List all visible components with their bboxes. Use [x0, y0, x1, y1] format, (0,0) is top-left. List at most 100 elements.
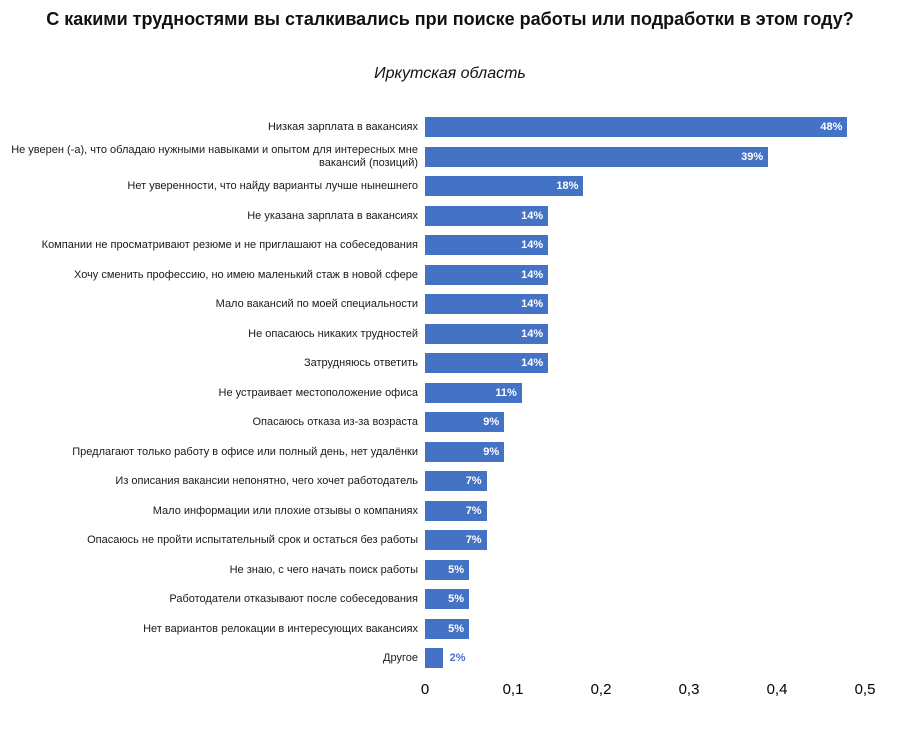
x-axis-tick-label: 0,4 — [766, 681, 788, 698]
value-label: 7% — [465, 504, 482, 517]
value-label: 18% — [556, 180, 579, 193]
value-label: 9% — [483, 416, 500, 429]
chart-row: Не устраивает местоположение офиса 11% — [0, 378, 900, 408]
chart-row: Предлагают только работу в офисе или пол… — [0, 437, 900, 467]
chart-row: Из описания вакансии непонятно, чего хоч… — [0, 467, 900, 497]
value-label: 14% — [521, 239, 544, 252]
bar-track: 9% — [425, 412, 865, 433]
bar — [425, 648, 443, 669]
bar: 7% — [425, 530, 487, 551]
value-label: 14% — [521, 327, 544, 340]
category-label: Нет вариантов релокации в интересующих в… — [143, 622, 418, 635]
category-label: Затрудняюсь ответить — [303, 357, 418, 369]
chart-row: Опасаюсь не пройти испытательный срок и … — [0, 526, 900, 556]
bar-track: 39% — [425, 146, 865, 167]
value-label: 7% — [465, 534, 482, 547]
bar: 5% — [425, 618, 469, 639]
category-label: Не знаю, с чего начать поиск работы — [229, 563, 418, 576]
bar-track: 11% — [425, 382, 865, 403]
bar-track: 18% — [425, 176, 865, 197]
bar-track: 7% — [425, 471, 865, 492]
bar-track: 48% — [425, 117, 865, 138]
bar-track: 14% — [425, 294, 865, 315]
chart-row: Хочу сменить профессию, но имею маленьки… — [0, 260, 900, 290]
x-axis-tick-label: 0 — [420, 681, 430, 698]
chart-row: Работодатели отказывают после собеседова… — [0, 585, 900, 615]
bar: 7% — [425, 471, 487, 492]
category-label: Не устраивает местоположение офиса — [218, 386, 418, 399]
chart-subtitle: Иркутская область — [374, 64, 526, 82]
bar: 9% — [425, 412, 505, 433]
category-label: Предлагают только работу в офисе или пол… — [72, 445, 418, 458]
category-label: Нет уверенности, что найду варианты лучш… — [127, 180, 418, 192]
category-label: Опасаюсь не пройти испытательный срок и … — [87, 534, 418, 546]
category-label: Работодатели отказывают после собеседова… — [169, 593, 418, 605]
value-label: 5% — [448, 563, 464, 576]
chart-row: Не указана зарплата в вакансиях 14% — [0, 201, 900, 231]
chart-title: С какими трудностями вы сталкивались при… — [46, 9, 854, 29]
category-label: Хочу сменить профессию, но имею маленьки… — [73, 268, 418, 281]
chart-rows: Низкая зарплата в вакансиях 48% Не уверен … — [0, 113, 900, 674]
chart-row: Другое 2% — [0, 644, 900, 674]
bar-track: 5% — [425, 589, 865, 610]
chart-row: Не опасаюсь никаких трудностей 14% — [0, 319, 900, 349]
category-label: Опасаюсь отказа из-за возраста — [252, 416, 418, 428]
bar-track: 14% — [425, 205, 865, 226]
value-label: 9% — [483, 445, 500, 458]
bar: 5% — [425, 559, 469, 580]
bar: 11% — [425, 382, 522, 403]
bar: 14% — [425, 264, 549, 285]
bar-track: 14% — [425, 323, 865, 344]
chart-row: Опасаюсь отказа из-за возраста 9% — [0, 408, 900, 438]
bar-track: 14% — [425, 353, 865, 374]
bar: 14% — [425, 294, 549, 315]
value-label: 11% — [495, 386, 517, 399]
value-label: 14% — [521, 209, 544, 222]
bar: 39% — [425, 146, 769, 167]
bar: 14% — [425, 235, 549, 256]
category-label: Не уверен (-а), что обладаю нужными навы… — [11, 144, 418, 169]
bar: 7% — [425, 500, 487, 521]
category-label: Другое — [383, 652, 418, 664]
x-axis-tick-label: 0,1 — [502, 681, 524, 698]
bar: 5% — [425, 589, 469, 610]
bar: 18% — [425, 176, 584, 197]
category-label: Не указана зарплата в вакансиях — [247, 209, 418, 222]
bar-chart: Низкая зарплата в вакансиях 48% Не уверен … — [0, 113, 900, 704]
value-label: 2% — [449, 652, 466, 665]
category-label: Из описания вакансии непонятно, чего хоч… — [115, 475, 418, 487]
x-axis: 0 0,1 0,2 0,3 0,4 0,5 — [421, 681, 876, 703]
value-label: 14% — [521, 268, 544, 281]
bar: 14% — [425, 205, 549, 226]
chart-row: Не знаю, с чего начать поиск работы 5% — [0, 555, 900, 585]
chart-row: Компании не просматривают резюме и не пр… — [0, 231, 900, 261]
x-axis-tick-label: 0,3 — [678, 681, 700, 698]
chart-row: Нет уверенности, что найду варианты лучш… — [0, 172, 900, 202]
bar-track: 14% — [425, 264, 865, 285]
bar-track: 5% — [425, 618, 865, 639]
category-label: Мало информации или плохие отзывы о комп… — [152, 504, 418, 517]
x-axis-tick-label: 0,2 — [590, 681, 612, 698]
bar: 14% — [425, 323, 549, 344]
value-label: 5% — [448, 622, 464, 635]
category-label: Компании не просматривают резюме и не пр… — [41, 239, 418, 251]
chart-row: Мало вакансий по моей специальности 14% — [0, 290, 900, 320]
bar: 48% — [425, 117, 848, 138]
value-label: 14% — [521, 357, 544, 370]
bar-track: 9% — [425, 441, 865, 462]
category-label: Мало вакансий по моей специальности — [215, 298, 418, 310]
bar-track: 7% — [425, 530, 865, 551]
chart-row: Не уверен (-а), что обладаю нужными навы… — [0, 142, 900, 172]
chart-row: Нет вариантов релокации в интересующих в… — [0, 614, 900, 644]
x-axis-tick-label: 0,5 — [854, 681, 876, 698]
bar-track: 2% — [425, 648, 865, 669]
bar: 9% — [425, 441, 505, 462]
bar: 14% — [425, 353, 549, 374]
category-label: Не опасаюсь никаких трудностей — [248, 327, 418, 340]
value-label: 5% — [448, 593, 464, 606]
chart-row: Низкая зарплата в вакансиях 48% — [0, 113, 900, 143]
bar-track: 5% — [425, 559, 865, 580]
chart-row: Мало информации или плохие отзывы о комп… — [0, 496, 900, 526]
value-label: 14% — [521, 298, 544, 311]
